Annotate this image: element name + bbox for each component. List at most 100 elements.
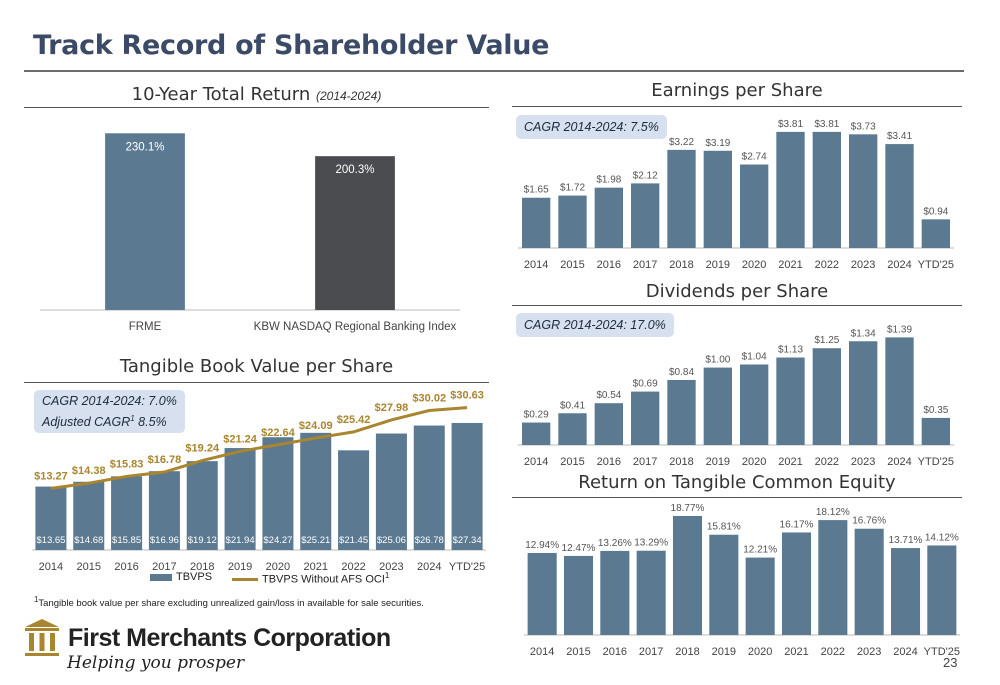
data-label: 15.81%	[707, 522, 741, 533]
bar	[672, 515, 703, 635]
data-label: $16.96	[150, 535, 179, 546]
bar	[818, 520, 848, 635]
eps-chart: $1.65 2014 $1.72 2015 $1.98 2016 $2.12 2017 $3.2…	[518, 119, 954, 271]
bar	[521, 197, 551, 248]
data-label: $26.78	[415, 535, 444, 546]
eps-cagr-badge: CAGR 2014-2024: 7.5%	[516, 115, 667, 139]
x-tick-label: 2018	[190, 561, 214, 573]
bar	[600, 550, 630, 635]
x-tick-label: 2015	[560, 456, 584, 468]
x-tick-label: 2022	[815, 259, 839, 271]
x-tick-label: 2018	[669, 259, 693, 271]
data-label: 12.47%	[562, 543, 596, 554]
x-tick-label: 2020	[748, 646, 772, 658]
bar	[776, 357, 805, 445]
x-tick-label: 2023	[379, 561, 403, 573]
data-label: $1.04	[742, 351, 767, 362]
x-tick-label: 2019	[228, 561, 252, 573]
bar	[315, 156, 395, 310]
page-title: Track Record of Shareholder Value	[33, 30, 550, 61]
tbv-cagr-line2: Adjusted CAGR1 8.5%	[42, 410, 177, 431]
data-label: 230.1%	[125, 141, 164, 153]
line-data-label: $13.27	[34, 470, 68, 482]
data-label: $0.35	[923, 405, 948, 416]
x-tick-label: 2020	[742, 456, 766, 468]
x-tick-label: 2014	[524, 456, 548, 468]
data-label: $15.85	[112, 535, 141, 546]
bar	[262, 437, 294, 550]
legend-line-footnote-mark: 1	[384, 571, 390, 580]
x-tick-label: KBW NASDAQ Regional Banking Index	[254, 321, 457, 333]
dps-cagr-badge: CAGR 2014-2024: 17.0%	[516, 313, 674, 337]
bar	[921, 417, 951, 445]
bar	[594, 403, 624, 445]
tbv-legend-bar: TBVPS	[150, 571, 212, 583]
data-label: $1.72	[560, 183, 585, 194]
data-label: $1.34	[851, 328, 876, 339]
bar	[186, 461, 218, 550]
data-label: $25.06	[377, 535, 406, 546]
data-label: $21.45	[339, 535, 368, 546]
legend-bar-swatch	[150, 573, 172, 581]
bar	[709, 534, 739, 635]
total-return-subtitle: (2014-2024)	[315, 89, 382, 103]
bar	[35, 486, 67, 550]
bar	[527, 552, 557, 635]
bar	[111, 476, 143, 550]
data-label: $0.69	[633, 379, 658, 390]
data-label: $3.81	[778, 119, 803, 130]
data-label: $3.73	[851, 121, 876, 132]
bar	[375, 433, 407, 550]
data-label: $2.74	[742, 151, 767, 162]
line-data-label: $14.38	[72, 465, 106, 477]
x-tick-label: 2019	[706, 456, 730, 468]
x-tick-label: 2016	[597, 456, 621, 468]
tbv-chart: $13.65 2014 $14.68 2015 $15.85 2016 $16.96 2017…	[32, 390, 486, 573]
bar	[413, 425, 445, 550]
bar	[558, 195, 587, 248]
bar	[812, 131, 842, 248]
bar	[451, 422, 483, 550]
data-label: 12.21%	[743, 545, 777, 556]
data-label: $27.34	[453, 535, 482, 546]
x-tick-label: 2022	[341, 561, 365, 573]
x-tick-label: 2023	[857, 646, 881, 658]
bar	[558, 413, 587, 445]
data-label: $0.94	[923, 206, 948, 217]
tbv-cagr-badge: CAGR 2014-2024: 7.0% Adjusted CAGR1 8.5%	[34, 390, 185, 433]
data-label: $14.68	[74, 535, 103, 546]
footnote-mark: 1	[34, 595, 39, 604]
line-data-label: $15.83	[110, 458, 144, 470]
bar	[224, 448, 256, 550]
footnote: 1Tangible book value per share excluding…	[34, 595, 424, 609]
x-tick-label: 2022	[821, 646, 845, 658]
bar	[73, 481, 105, 550]
x-tick-label: 2014	[39, 561, 63, 573]
eps-title: Earnings per Share	[651, 80, 823, 101]
line-data-label: $21.24	[223, 433, 258, 445]
tbv-rule	[24, 382, 489, 383]
line-data-label: $25.42	[337, 414, 371, 426]
eps-rule	[512, 106, 962, 107]
data-label: $13.65	[36, 535, 65, 546]
total-return-title: 10-Year Total Return (2014-2024)	[24, 84, 489, 105]
data-label: $3.41	[887, 131, 912, 142]
tbv-legend-line: TBVPS Without AFS OCI1	[232, 571, 389, 586]
x-tick-label: 2023	[851, 456, 875, 468]
x-tick-label: FRME	[129, 321, 162, 333]
legend-line-label: TBVPS Without AFS OCI	[262, 573, 385, 586]
bar	[338, 450, 370, 550]
bar	[667, 379, 696, 445]
tbv-cagr-line2-value: 8.5%	[134, 415, 167, 430]
x-tick-label: 2016	[114, 561, 138, 573]
line-data-label: $22.64	[261, 427, 296, 439]
data-label: 16.17%	[780, 519, 814, 530]
x-tick-label: 2016	[603, 646, 627, 658]
bar	[667, 149, 696, 248]
tbv-cagr-line2-text: Adjusted CAGR	[42, 415, 131, 430]
data-label: 14.12%	[925, 532, 959, 543]
x-tick-label: 2023	[851, 259, 875, 271]
line-data-label: $24.09	[299, 420, 333, 432]
data-label: $3.81	[814, 119, 839, 130]
x-tick-label: 2015	[560, 259, 584, 271]
